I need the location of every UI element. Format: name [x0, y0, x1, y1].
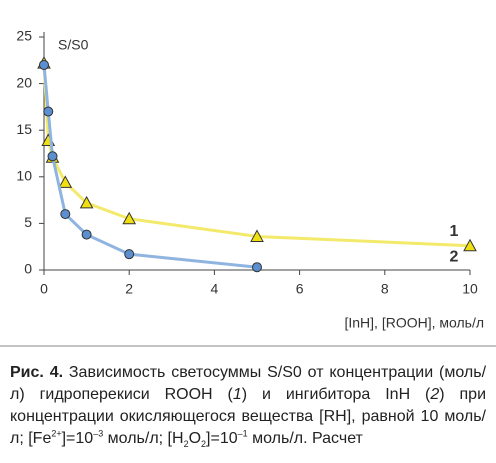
x-tick-label: 6: [296, 281, 304, 297]
y-tick-label: 20: [16, 74, 32, 90]
caption-text: 2: [183, 439, 189, 450]
caption-text: 2: [430, 386, 440, 403]
y-tick-label: 10: [16, 168, 32, 184]
caption-text: ]=10: [206, 430, 238, 447]
caption-text: –3: [93, 428, 104, 439]
caption-text: ]=10: [61, 430, 94, 447]
caption-text: моль/л. Расчет: [247, 430, 363, 447]
series-label: 2: [450, 248, 459, 265]
y-axis-label: S/S0: [58, 37, 89, 53]
y-tick-label: 0: [24, 261, 32, 277]
chart: S/S0 [InH], [ROOH], моль/л 0 5 10 15 20 25 0 2 4…: [0, 28, 496, 347]
x-axis-label: [InH], [ROOH], моль/л: [344, 315, 484, 331]
marker: [250, 229, 264, 242]
caption-text: 1: [232, 386, 242, 403]
caption-text: ) при концентрации окисляющегося веществ…: [10, 386, 487, 447]
x-tick-label: 2: [125, 281, 133, 297]
series-line: [42, 63, 471, 248]
caption-text: Зависимость светосуммы S/S0 от концентра…: [10, 364, 487, 403]
caption-text: ) и ингибитора InH (: [241, 386, 431, 403]
caption-text: моль/л; [H: [103, 430, 184, 447]
marker: [39, 59, 49, 70]
x-tick-label: 8: [381, 281, 389, 297]
y-tick-label: 15: [16, 121, 32, 137]
marker: [81, 229, 92, 240]
marker: [463, 238, 477, 252]
marker: [124, 249, 135, 260]
y-tick-label: 5: [24, 214, 32, 230]
marker: [58, 175, 73, 188]
x-tick-label: 0: [40, 281, 48, 297]
caption-text: Рис. 4.: [10, 364, 64, 381]
series-line: [42, 64, 258, 269]
x-tick-label: 10: [462, 281, 478, 297]
caption-text: O: [188, 430, 202, 447]
caption-text: –1: [237, 428, 248, 439]
caption: Рис. 4. Зависимость светосуммы S/S0 от к…: [10, 362, 486, 450]
marker: [47, 151, 58, 162]
x-tick-label: 4: [211, 281, 219, 297]
marker: [43, 106, 54, 117]
marker: [252, 262, 262, 273]
marker: [122, 211, 137, 225]
y-tick-label: 25: [16, 28, 32, 44]
series-label: 1: [450, 223, 459, 240]
marker: [60, 209, 71, 220]
caption-text: 2+: [51, 428, 62, 439]
marker: [79, 195, 94, 209]
caption-text: 2: [201, 439, 207, 450]
